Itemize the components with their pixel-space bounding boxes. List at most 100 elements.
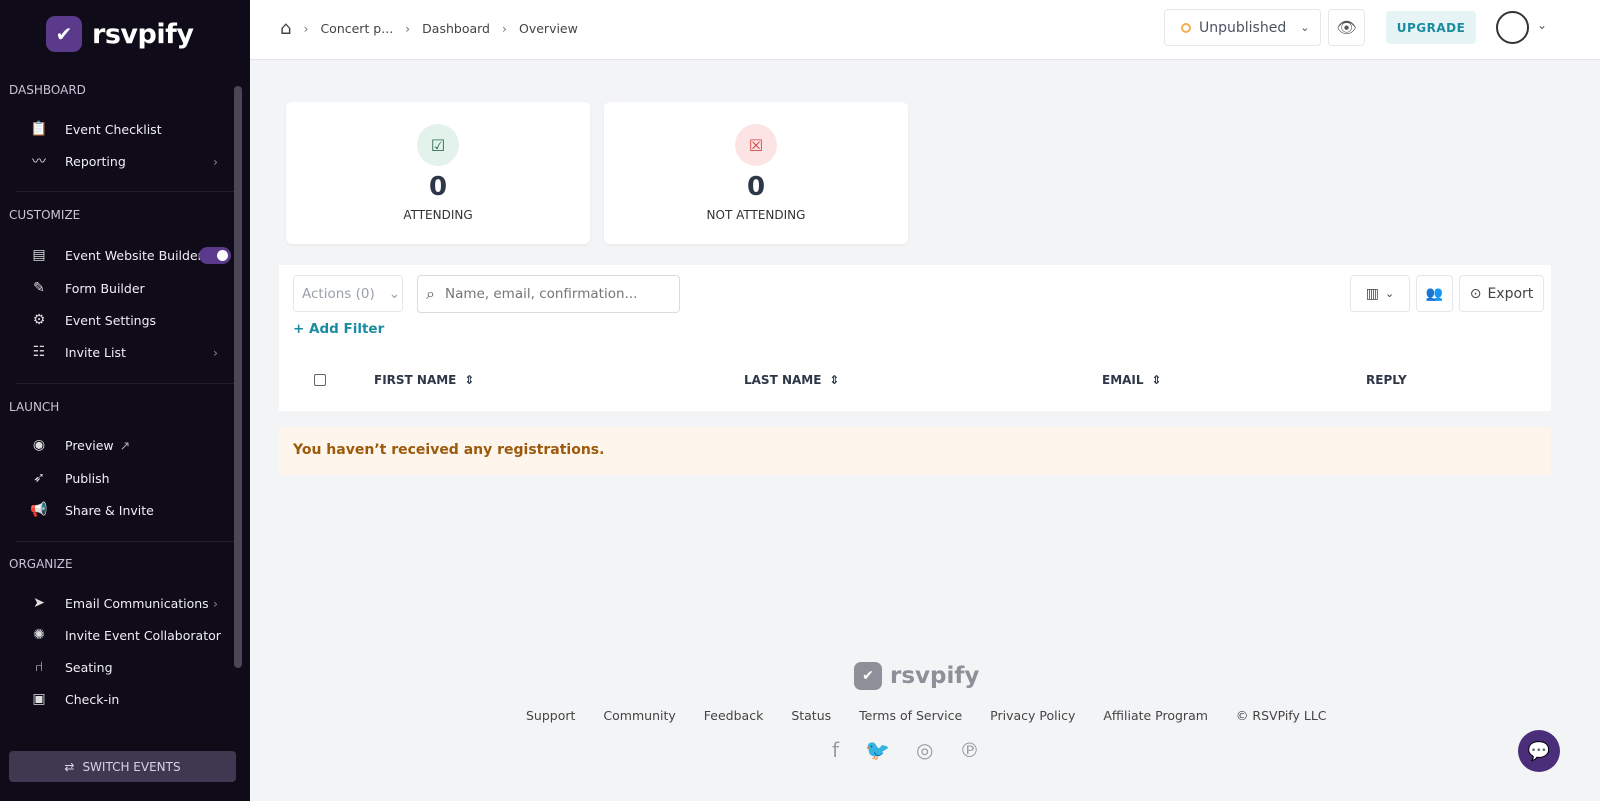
chat-button[interactable]: 💬: [1518, 730, 1560, 772]
website-toggle[interactable]: [199, 246, 231, 264]
divider: [16, 383, 234, 384]
chart-icon: 〰: [32, 154, 46, 170]
download-icon: ⊙: [1469, 285, 1482, 302]
search-input[interactable]: [444, 286, 655, 302]
columns-icon: ▥: [1365, 285, 1379, 302]
pinterest-icon[interactable]: ℗: [959, 738, 980, 762]
collaborator-icon: ✺: [33, 627, 45, 643]
footer-links: Support Community Feedback Status Terms of S…: [526, 708, 1327, 723]
footer-link[interactable]: Affiliate Program: [1103, 708, 1208, 723]
x-box-icon: ☒: [735, 124, 777, 166]
gear-icon: ⚙: [32, 312, 46, 328]
sidebar-item[interactable]: ☷ Invite List ›: [28, 339, 228, 365]
section-title: CUSTOMIZE: [9, 208, 81, 222]
chevron-down-icon: ⌄: [388, 285, 401, 302]
edit-icon: ✎: [33, 280, 45, 296]
chevron-right-icon: ›: [213, 595, 218, 611]
switch-events-button[interactable]: ⇄ SWITCH EVENTS: [9, 751, 236, 782]
footer-link[interactable]: Support: [526, 708, 576, 723]
sidebar-item[interactable]: ➶ Publish: [28, 465, 228, 491]
chevron-down-icon: ⌄: [1385, 287, 1395, 300]
column-email[interactable]: EMAIL ⇕: [1102, 373, 1162, 387]
chevron-down-icon: ⌄: [1300, 21, 1310, 34]
columns-button[interactable]: ▥ ⌄: [1350, 275, 1410, 312]
avatar[interactable]: [1496, 11, 1529, 44]
check-icon: ✔: [854, 662, 882, 690]
sidebar-item[interactable]: ◉ Preview ↗: [28, 432, 228, 458]
column-last-name[interactable]: LAST NAME ⇕: [744, 373, 840, 387]
select-all-checkbox[interactable]: [314, 374, 326, 386]
sort-icon: ⇕: [829, 373, 840, 387]
sort-icon: ⇕: [1151, 373, 1162, 387]
eye-icon: ◉: [32, 437, 46, 453]
twitter-icon[interactable]: 🐦: [865, 738, 890, 762]
footer-link[interactable]: Community: [603, 708, 676, 723]
sidebar-item[interactable]: ⑁ Seating: [28, 654, 228, 680]
upgrade-button[interactable]: UPGRADE: [1386, 11, 1476, 44]
sidebar-item[interactable]: ✺ Invite Event Collaborator: [28, 622, 228, 648]
sort-icon: ⇕: [464, 373, 475, 387]
logo[interactable]: ✔ rsvpify: [46, 16, 194, 52]
sidebar-item[interactable]: ▤ Event Website Builder: [28, 242, 231, 268]
qr-icon: ▣: [32, 691, 46, 707]
divider: [16, 191, 234, 192]
breadcrumb-overview: Overview: [519, 21, 578, 36]
chevron-right-icon: ›: [213, 153, 218, 169]
home-icon[interactable]: ⌂: [280, 18, 292, 39]
rocket-icon: ➶: [33, 470, 45, 486]
not-attending-card: ☒ 0 NOT ATTENDING: [604, 102, 908, 244]
export-button[interactable]: ⊙ Export: [1459, 275, 1544, 312]
search-icon: ⌕: [426, 284, 435, 303]
megaphone-icon: 📢: [30, 502, 48, 518]
shuffle-icon: ⇄: [64, 759, 75, 774]
social-links: f 🐦 ◎ ℗: [832, 738, 979, 762]
facebook-icon[interactable]: f: [832, 738, 840, 762]
empty-notice: You haven’t received any registrations.: [279, 427, 1551, 475]
breadcrumb-event[interactable]: Concert p...: [320, 21, 394, 36]
sidebar-scrollbar[interactable]: [234, 86, 242, 668]
column-first-name[interactable]: FIRST NAME ⇕: [374, 373, 475, 387]
sidebar-item[interactable]: ⚙ Event Settings: [28, 307, 228, 333]
footer-link[interactable]: Feedback: [703, 708, 764, 723]
chat-icon: 💬: [1527, 740, 1551, 762]
footer-link[interactable]: Privacy Policy: [990, 708, 1076, 723]
chevron-right-icon: ›: [213, 344, 218, 360]
preview-eye-button[interactable]: 👁: [1328, 9, 1365, 46]
send-icon: ➤: [33, 595, 45, 611]
sidebar-item[interactable]: ▣ Check-in: [28, 686, 228, 712]
check-icon: ✔: [46, 16, 82, 52]
sidebar-item[interactable]: 📢 Share & Invite: [28, 497, 228, 523]
footer-logo: ✔ rsvpify: [854, 662, 979, 690]
group-button[interactable]: 👥: [1416, 275, 1453, 312]
users-icon: 👥: [1425, 285, 1444, 302]
sidebar: ✔ rsvpify DASHBOARD 📋 Event Checklist 〰 Repor…: [0, 0, 250, 801]
external-link-icon: ↗: [119, 437, 131, 453]
sidebar-item[interactable]: ✎ Form Builder: [28, 275, 228, 301]
instagram-icon[interactable]: ◎: [915, 738, 934, 762]
invite-list-icon: ☷: [32, 344, 46, 360]
publish-status-dropdown[interactable]: Unpublished ⌄: [1164, 9, 1321, 46]
divider: [16, 541, 234, 542]
clipboard-check-icon: 📋: [30, 121, 48, 137]
footer-link[interactable]: © RSVPify LLC: [1235, 708, 1327, 723]
add-filter-button[interactable]: + Add Filter: [293, 321, 385, 337]
section-title: LAUNCH: [9, 400, 60, 414]
chair-icon: ⑁: [34, 659, 44, 675]
column-reply: REPLY: [1366, 373, 1407, 387]
footer-link[interactable]: Status: [791, 708, 832, 723]
status-dot-icon: [1181, 22, 1191, 33]
chevron-down-icon[interactable]: ⌄: [1537, 18, 1548, 32]
sidebar-item[interactable]: ➤ Email Communications ›: [28, 590, 228, 616]
breadcrumb-dashboard[interactable]: Dashboard: [422, 21, 490, 36]
topbar: ⌂ › Concert p... › Dashboard › Overview Unp…: [250, 0, 1600, 60]
breadcrumb: ⌂ › Concert p... › Dashboard › Overview: [280, 18, 578, 39]
guest-table: Actions (0)⌄ ⌕ ▥⌄ 👥 ⊙Export + Add Filter…: [279, 265, 1551, 411]
footer-link[interactable]: Terms of Service: [859, 708, 963, 723]
sidebar-item[interactable]: 〰 Reporting ›: [28, 148, 228, 174]
section-title: ORGANIZE: [9, 557, 73, 571]
sidebar-item[interactable]: 📋 Event Checklist: [28, 116, 228, 142]
search-field[interactable]: ⌕: [417, 275, 680, 313]
attending-card: ☑ 0 ATTENDING: [286, 102, 590, 244]
check-box-icon: ☑: [417, 124, 459, 166]
actions-dropdown[interactable]: Actions (0) ⌄: [293, 275, 403, 312]
